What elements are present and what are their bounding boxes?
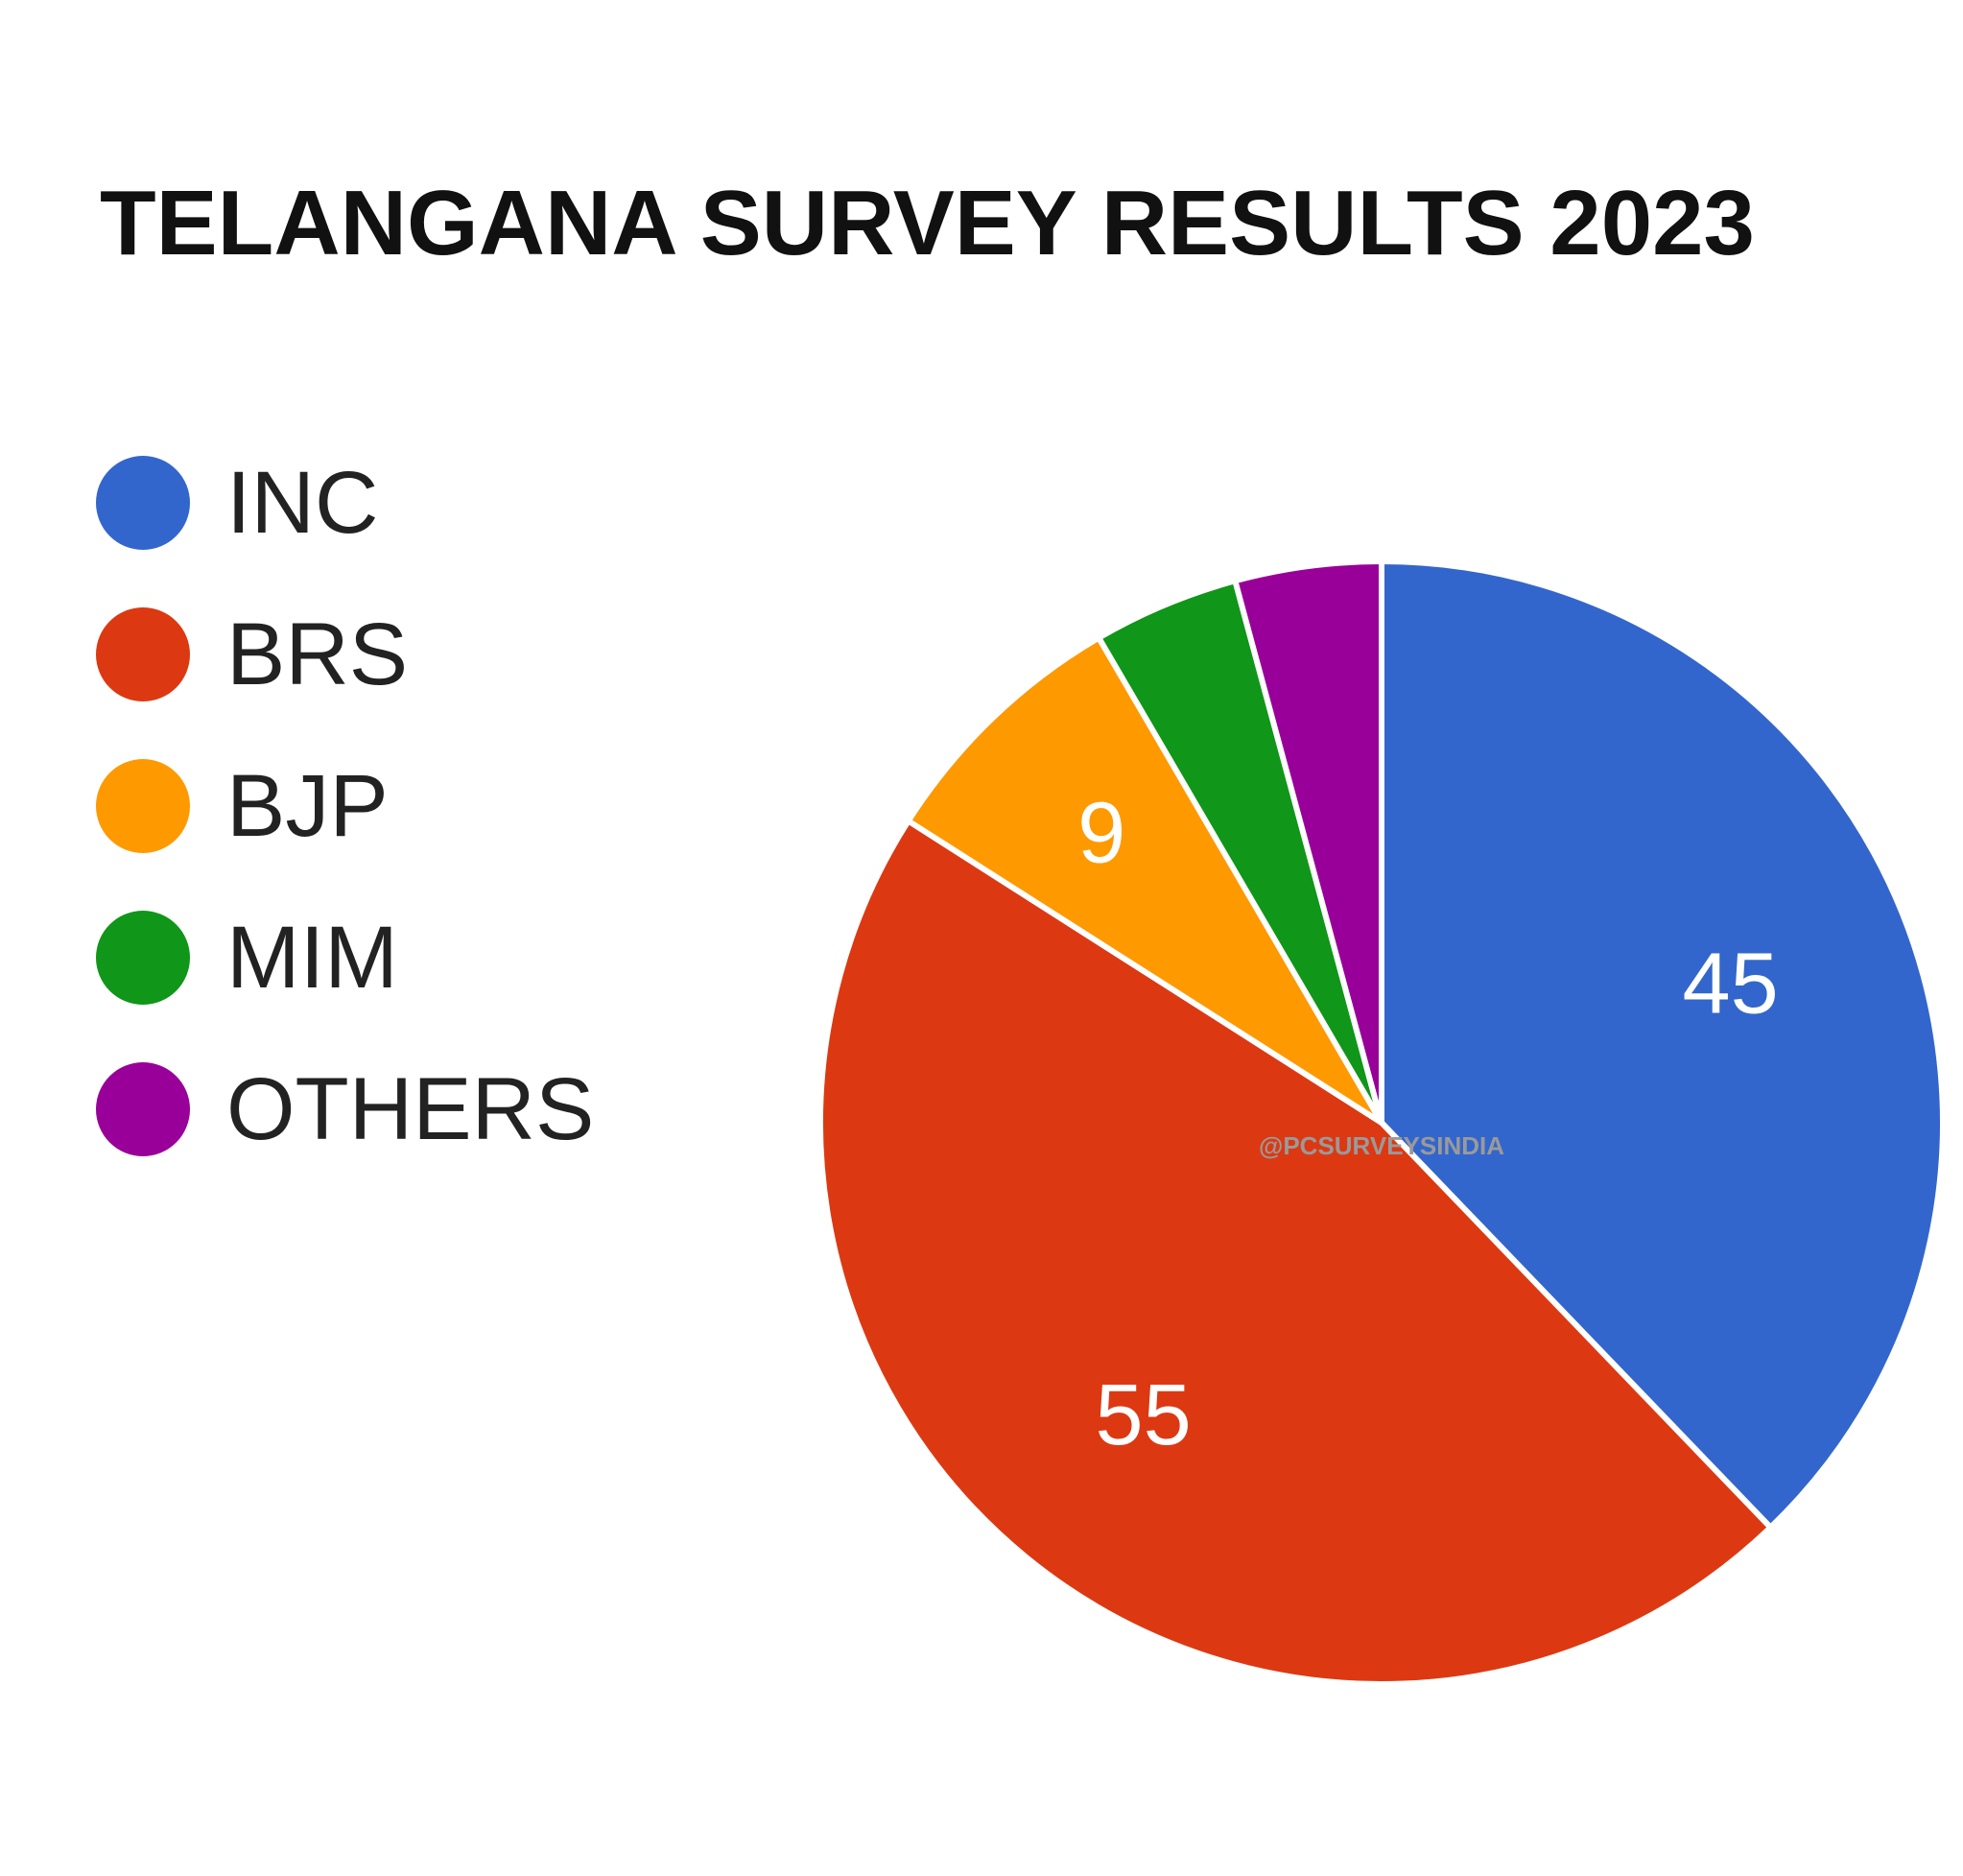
legend-item-inc: INC: [96, 427, 594, 579]
pie-slice-others: [1232, 558, 1384, 1126]
legend-label-inc: INC: [226, 454, 379, 552]
pie-slice-bjp: [905, 634, 1384, 1126]
data-label-brs: 55: [1096, 1367, 1192, 1463]
chart-title: TELANGANA SURVEY RESULTS 2023: [100, 172, 1755, 274]
legend-label-mim: MIM: [226, 909, 398, 1007]
legend-label-brs: BRS: [226, 606, 409, 703]
legend-swatch-inc: [96, 456, 190, 550]
pie-data-labels: 45 55 9: [1077, 785, 1779, 1463]
legend-swatch-brs: [96, 607, 190, 701]
chart-legend: INC BRS BJP MIM OTHERS: [96, 427, 594, 1185]
data-label-bjp: 9: [1077, 785, 1125, 881]
pie-slices: [817, 558, 1946, 1687]
legend-label-others: OTHERS: [226, 1060, 595, 1158]
legend-swatch-others: [96, 1062, 190, 1156]
legend-item-brs: BRS: [96, 579, 594, 730]
pie-slice-inc: [1379, 558, 1946, 1531]
pie-slice-brs: [817, 818, 1774, 1687]
watermark-text: @PCSURVEYSINDIA: [1259, 1131, 1504, 1160]
legend-swatch-bjp: [96, 759, 190, 853]
legend-label-bjp: BJP: [226, 757, 389, 855]
legend-item-bjp: BJP: [96, 730, 594, 882]
data-label-inc: 45: [1683, 937, 1779, 1033]
legend-item-others: OTHERS: [96, 1033, 594, 1185]
legend-swatch-mim: [96, 911, 190, 1005]
legend-item-mim: MIM: [96, 882, 594, 1033]
